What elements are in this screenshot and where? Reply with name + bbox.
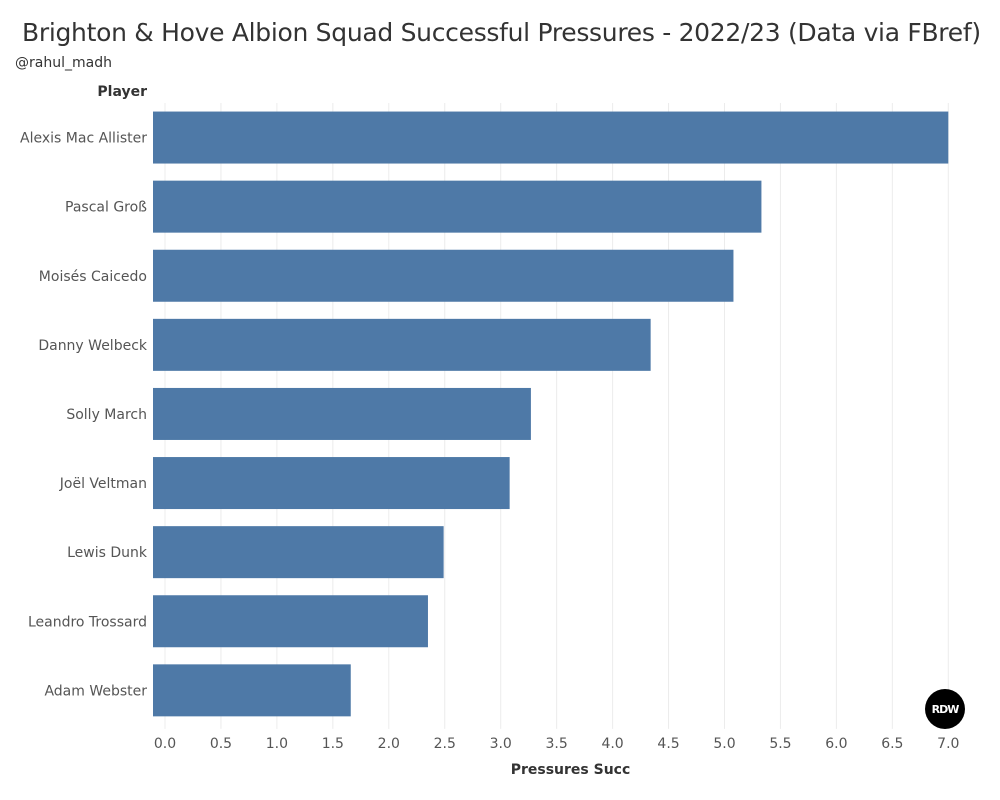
x-tick-label: 1.5 (322, 736, 344, 752)
row-header-player: Player (97, 84, 147, 100)
x-tick-label: 0.5 (210, 736, 232, 752)
bar (153, 457, 510, 510)
x-tick-label: 1.0 (266, 736, 288, 752)
category-label: Moisés Caicedo (39, 269, 147, 285)
x-tick-label: 5.0 (713, 736, 735, 752)
author-handle: @rahul_madh (15, 55, 112, 71)
author-logo: RDW (925, 689, 965, 729)
category-label: Leandro Trossard (28, 614, 147, 630)
category-label: Adam Webster (44, 683, 147, 699)
category-label: Lewis Dunk (67, 545, 148, 561)
bar (153, 595, 428, 648)
category-label: Danny Welbeck (38, 338, 148, 354)
x-tick-label: 4.5 (657, 736, 679, 752)
x-tick-label: 4.0 (601, 736, 623, 752)
category-label: Alexis Mac Allister (20, 131, 147, 147)
x-tick-label: 5.5 (769, 736, 791, 752)
bar (153, 249, 734, 302)
bar (153, 111, 949, 164)
chart-title: Brighton & Hove Albion Squad Successful … (22, 18, 981, 47)
x-tick-label: 3.5 (546, 736, 568, 752)
category-label: Pascal Groß (65, 200, 147, 216)
x-tick-label: 0.0 (154, 736, 176, 752)
bar (153, 526, 444, 579)
x-tick-label: 2.5 (434, 736, 456, 752)
x-axis-label: Pressures Succ (510, 762, 631, 778)
category-label: Joël Veltman (59, 476, 147, 492)
x-tick-label: 2.0 (378, 736, 400, 752)
x-tick-label: 7.0 (937, 736, 959, 752)
x-tick-label: 3.0 (490, 736, 512, 752)
bar (153, 664, 351, 717)
category-label: Solly March (66, 407, 147, 423)
x-tick-label: 6.0 (825, 736, 847, 752)
bar (153, 180, 762, 233)
bar (153, 318, 651, 371)
bar (153, 387, 531, 440)
x-tick-label: 6.5 (881, 736, 903, 752)
